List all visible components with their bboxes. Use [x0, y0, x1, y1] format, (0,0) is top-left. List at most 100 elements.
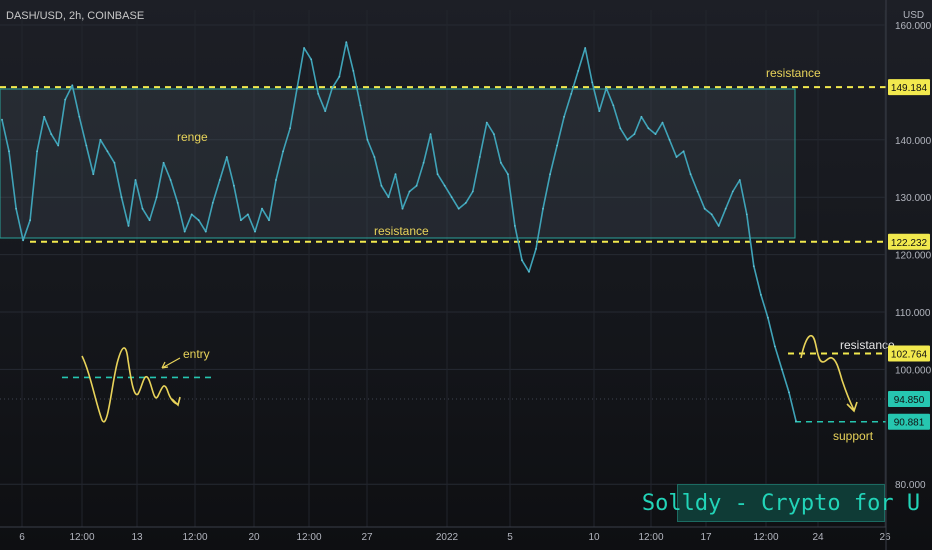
price-tag-label: 90.881	[894, 418, 925, 429]
price-point	[450, 196, 453, 199]
price-point	[436, 173, 439, 176]
price-point	[781, 368, 783, 371]
entry-squiggle-arrowhead	[171, 396, 181, 407]
price-point	[366, 138, 369, 141]
price-point	[345, 41, 348, 44]
price-point	[324, 110, 327, 112]
x-tick-label: 6	[19, 532, 25, 543]
price-point	[696, 190, 699, 193]
projection-squiggle	[800, 335, 855, 411]
price-point	[795, 420, 797, 422]
price-point	[654, 133, 657, 136]
x-tick-label: 17	[700, 532, 712, 543]
price-point	[429, 133, 432, 136]
price-tag	[888, 413, 930, 430]
price-point	[211, 202, 214, 204]
price-point	[331, 87, 334, 89]
price-point	[717, 225, 720, 227]
price-point	[457, 207, 460, 210]
x-tick-label: 20	[248, 532, 260, 543]
price-point	[127, 225, 130, 227]
price-point	[542, 207, 544, 210]
price-point	[443, 184, 446, 187]
price-point	[218, 179, 221, 181]
price-point	[464, 202, 467, 204]
price-point	[605, 87, 608, 89]
price-point	[528, 270, 530, 273]
price-point	[394, 173, 397, 176]
price-point	[359, 104, 362, 107]
price-point	[162, 161, 165, 164]
price-point	[22, 239, 24, 242]
price-point	[50, 133, 53, 136]
price-point	[261, 207, 263, 210]
price-point	[289, 127, 291, 130]
price-point	[338, 75, 341, 78]
price-point	[303, 47, 305, 49]
price-point	[731, 190, 734, 193]
price-point	[134, 179, 137, 181]
x-tick-label: 10	[588, 532, 600, 543]
range-label: renge	[177, 130, 208, 144]
mid-resistance-label: resistance	[374, 224, 429, 238]
y-tick-label: 120.000	[895, 251, 932, 262]
price-point	[1, 118, 3, 121]
grid-layer	[0, 10, 886, 527]
x-tick-label: 5	[507, 532, 513, 543]
entry-label: entry	[183, 347, 210, 361]
series-layer	[1, 41, 797, 422]
price-point	[373, 156, 376, 158]
entry-squiggle	[81, 347, 179, 423]
entry-arrow	[161, 357, 181, 369]
price-point	[310, 58, 313, 61]
price-point	[738, 179, 741, 181]
level-layer	[0, 86, 886, 423]
price-point	[380, 184, 383, 187]
price-point	[563, 115, 565, 118]
price-point	[767, 316, 769, 319]
price-point	[682, 150, 685, 153]
price-tag-label: 149.184	[891, 83, 928, 94]
x-tick-label: 2022	[436, 532, 459, 543]
price-tag	[888, 79, 930, 96]
price-point	[478, 156, 481, 158]
x-tick-label: 12:00	[638, 532, 663, 543]
price-point	[626, 138, 629, 141]
price-point	[57, 144, 60, 147]
price-point	[29, 219, 31, 222]
x-tick-label: 13	[131, 532, 143, 543]
price-point	[233, 184, 235, 187]
x-tick-label: 12:00	[753, 532, 778, 543]
price-point	[141, 207, 144, 210]
price-point	[183, 230, 186, 233]
low-resistance-label: resistance	[840, 338, 895, 352]
price-point	[15, 207, 17, 210]
price-tag-label: 102.764	[891, 350, 928, 361]
price-point	[317, 93, 320, 95]
price-point	[64, 98, 67, 101]
price-point	[197, 219, 200, 222]
price-point	[788, 391, 790, 394]
price-point	[471, 190, 474, 193]
y-tick-label: 140.000	[895, 136, 932, 147]
price-tag	[888, 345, 930, 362]
price-point	[703, 207, 706, 210]
y-tick-label: 160.000	[895, 21, 932, 32]
price-point	[661, 121, 664, 124]
price-point	[71, 84, 74, 87]
price-tag-label: 94.850	[894, 395, 925, 406]
price-point	[640, 115, 643, 118]
price-point	[8, 150, 10, 153]
x-tick-label: 24	[812, 532, 824, 543]
support-label: support	[833, 429, 874, 443]
price-point	[190, 213, 193, 216]
price-point	[689, 173, 692, 176]
price-tag-label: 122.232	[891, 238, 928, 249]
price-point	[120, 196, 123, 199]
price-point	[36, 150, 38, 153]
price-point	[514, 225, 516, 227]
price-point	[296, 87, 298, 89]
